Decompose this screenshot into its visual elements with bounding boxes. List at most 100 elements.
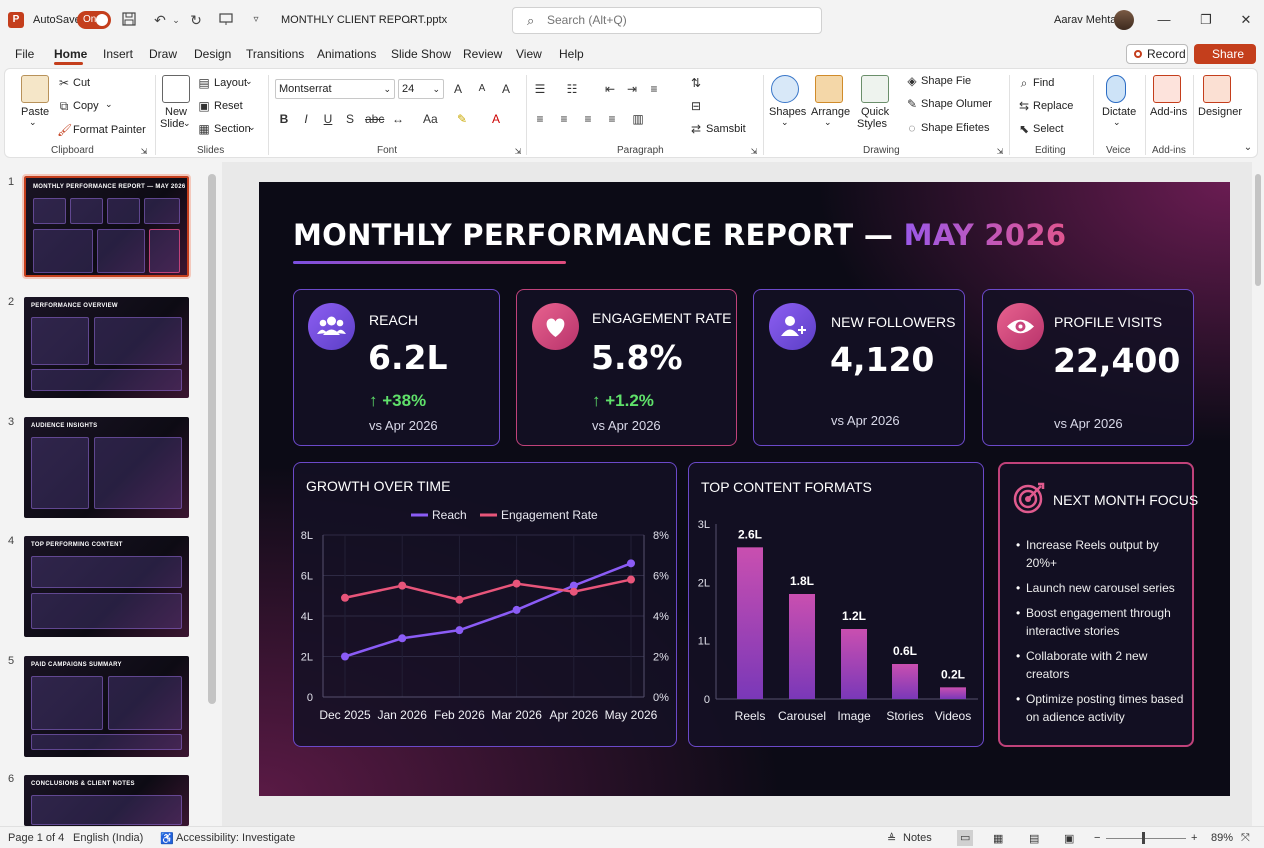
shape-fill-icon[interactable]: ◈ <box>907 74 917 88</box>
new-slide-label-1[interactable]: New <box>165 106 188 118</box>
paste-icon[interactable] <box>21 75 49 103</box>
zoom-slider-thumb[interactable] <box>1142 832 1145 844</box>
shape-effects-icon[interactable]: ◌ <box>908 121 916 135</box>
slide-thumbnail-2[interactable]: PERFORMANCE OVERVIEW <box>24 297 189 398</box>
smartart-icon[interactable]: ⇄ <box>690 122 702 136</box>
font-launcher-icon[interactable]: ⇲ <box>514 147 522 156</box>
zoom-out-icon[interactable]: − <box>1094 832 1101 844</box>
shape-fill-button[interactable]: Shape Fie <box>921 75 972 87</box>
tab-animations[interactable]: Animations <box>317 47 377 61</box>
font-color-icon[interactable]: A <box>491 112 500 126</box>
accessibility-icon[interactable]: ♿ <box>160 833 174 845</box>
font-size-select[interactable]: 24 ⌄ <box>398 79 444 99</box>
tab-file[interactable]: File <box>15 47 35 61</box>
copy-button[interactable]: Copy <box>73 100 99 112</box>
layout-button[interactable]: Layout <box>214 77 248 89</box>
tab-insert[interactable]: Insert <box>103 47 134 61</box>
tab-review[interactable]: Review <box>463 47 503 61</box>
tab-help[interactable]: Help <box>559 47 584 61</box>
select-button[interactable]: Select <box>1033 123 1064 135</box>
replace-button[interactable]: Replace <box>1033 100 1074 112</box>
new-slide-label-2[interactable]: Slide <box>160 118 185 130</box>
autosave-toggle[interactable]: On <box>77 11 111 29</box>
designer-icon[interactable] <box>1203 75 1231 103</box>
paragraph-launcher-icon[interactable]: ⇲ <box>750 147 758 156</box>
copy-icon[interactable]: ⧉ <box>59 99 69 113</box>
accessibility-status[interactable]: Accessibility: Investigate <box>176 832 296 844</box>
columns-icon[interactable]: ▥ <box>632 112 644 126</box>
decrease-font-icon[interactable]: A <box>478 83 486 94</box>
reset-button[interactable]: Reset <box>214 100 243 112</box>
strikethrough-icon[interactable]: abc <box>365 112 385 126</box>
slide-thumbnail-3[interactable]: AUDIENCE INSIGHTS <box>24 417 189 518</box>
slide-title[interactable]: MONTHLY PERFORMANCE REPORT — MAY 2026 <box>293 218 1066 252</box>
justify-icon[interactable]: ≡ <box>608 112 616 126</box>
layout-dropdown-icon[interactable]: ⌄ <box>245 76 253 86</box>
shape-outline-button[interactable]: Shape Olumer <box>921 98 992 110</box>
smartart-button[interactable]: Samsbit <box>706 123 746 135</box>
new-slide-icon[interactable] <box>162 75 190 103</box>
shadow-icon[interactable]: S <box>345 112 354 126</box>
thumbnail-scrollbar[interactable] <box>208 174 216 704</box>
tab-home[interactable]: Home <box>54 47 88 61</box>
dictate-dropdown-icon[interactable]: ⌄ <box>1113 117 1121 127</box>
tab-draw[interactable]: Draw <box>149 47 178 61</box>
share-button[interactable]: Share ⌄ <box>1194 44 1256 81</box>
paste-dropdown-icon[interactable]: ⌄ <box>29 117 37 127</box>
search-input[interactable] <box>547 13 807 27</box>
dictate-button[interactable]: Dictate <box>1102 106 1137 118</box>
arrange-dropdown-icon[interactable]: ⌄ <box>824 117 832 127</box>
quick-styles-icon[interactable] <box>861 75 889 103</box>
clear-formatting-icon[interactable]: A <box>501 82 510 96</box>
microphone-icon[interactable] <box>1106 75 1126 103</box>
collapse-ribbon-icon[interactable]: ⌄ <box>1243 142 1253 153</box>
slide-thumbnail-6[interactable]: CONCLUSIONS & CLIENT NOTES <box>24 775 189 826</box>
editor-scrollbar[interactable] <box>1255 174 1261 286</box>
find-icon[interactable]: ⌕ <box>1020 76 1028 90</box>
slide-thumbnail-4[interactable]: TOP PERFORMING CONTENT <box>24 536 189 637</box>
record-button[interactable]: Record <box>1126 44 1188 64</box>
layout-icon[interactable]: ▤ <box>198 76 210 90</box>
bullets-icon[interactable]: ☰ <box>534 82 546 96</box>
tab-design[interactable]: Design <box>194 47 232 61</box>
shape-effects-button[interactable]: Shape Efietes <box>921 122 990 134</box>
align-left-icon[interactable]: ≡ <box>536 112 544 126</box>
tab-transitions[interactable]: Transitions <box>246 47 305 61</box>
line-spacing-icon[interactable]: ≡ <box>650 82 658 96</box>
notes-icon[interactable]: ≜ <box>887 833 897 845</box>
shape-outline-icon[interactable]: ✎ <box>906 97 918 111</box>
text-direction-icon[interactable]: ⇅ <box>690 76 702 90</box>
slideshow-view-icon[interactable]: ▣ <box>1064 833 1075 845</box>
designer-button[interactable]: Designer <box>1198 106 1243 118</box>
reset-icon[interactable]: ▣ <box>198 99 210 113</box>
arrange-button[interactable]: Arrange <box>811 106 851 118</box>
save-icon[interactable] <box>121 12 137 28</box>
customize-toolbar-icon[interactable]: ▿ <box>253 14 259 25</box>
section-dropdown-icon[interactable]: ⌄ <box>248 122 256 132</box>
cut-icon[interactable]: ✂ <box>58 76 70 90</box>
decrease-indent-icon[interactable]: ⇤ <box>604 82 616 96</box>
section-icon[interactable]: ▦ <box>198 122 210 136</box>
close-icon[interactable]: ✕ <box>1240 12 1252 27</box>
highlight-icon[interactable]: ✎ <box>456 112 468 126</box>
language-indicator[interactable]: English (India) <box>73 832 144 844</box>
redo-icon[interactable]: ↻ <box>190 12 202 28</box>
minimize-icon[interactable]: — <box>1157 12 1171 27</box>
tab-view[interactable]: View <box>516 47 542 61</box>
font-family-select[interactable]: Montserrat ⌄ <box>275 79 395 99</box>
slide-sorter-icon[interactable]: ▦ <box>993 833 1004 845</box>
zoom-level[interactable]: 89% <box>1211 832 1234 844</box>
copy-dropdown-icon[interactable]: ⌄ <box>105 99 113 109</box>
align-text-icon[interactable]: ⊟ <box>690 99 702 113</box>
bold-icon[interactable]: B <box>279 112 289 126</box>
fit-slide-icon[interactable]: ⤧ <box>1241 832 1250 844</box>
search-box[interactable]: ⌕ <box>512 7 822 34</box>
section-button[interactable]: Section <box>214 123 251 135</box>
quick-styles-label-1[interactable]: Quick <box>861 106 890 118</box>
present-icon[interactable] <box>218 12 234 28</box>
add-ins-icon[interactable] <box>1153 75 1181 103</box>
cut-button[interactable]: Cut <box>73 77 91 89</box>
increase-indent-icon[interactable]: ⇥ <box>626 82 638 96</box>
shapes-button[interactable]: Shapes <box>769 106 807 118</box>
shapes-dropdown-icon[interactable]: ⌄ <box>781 117 789 127</box>
